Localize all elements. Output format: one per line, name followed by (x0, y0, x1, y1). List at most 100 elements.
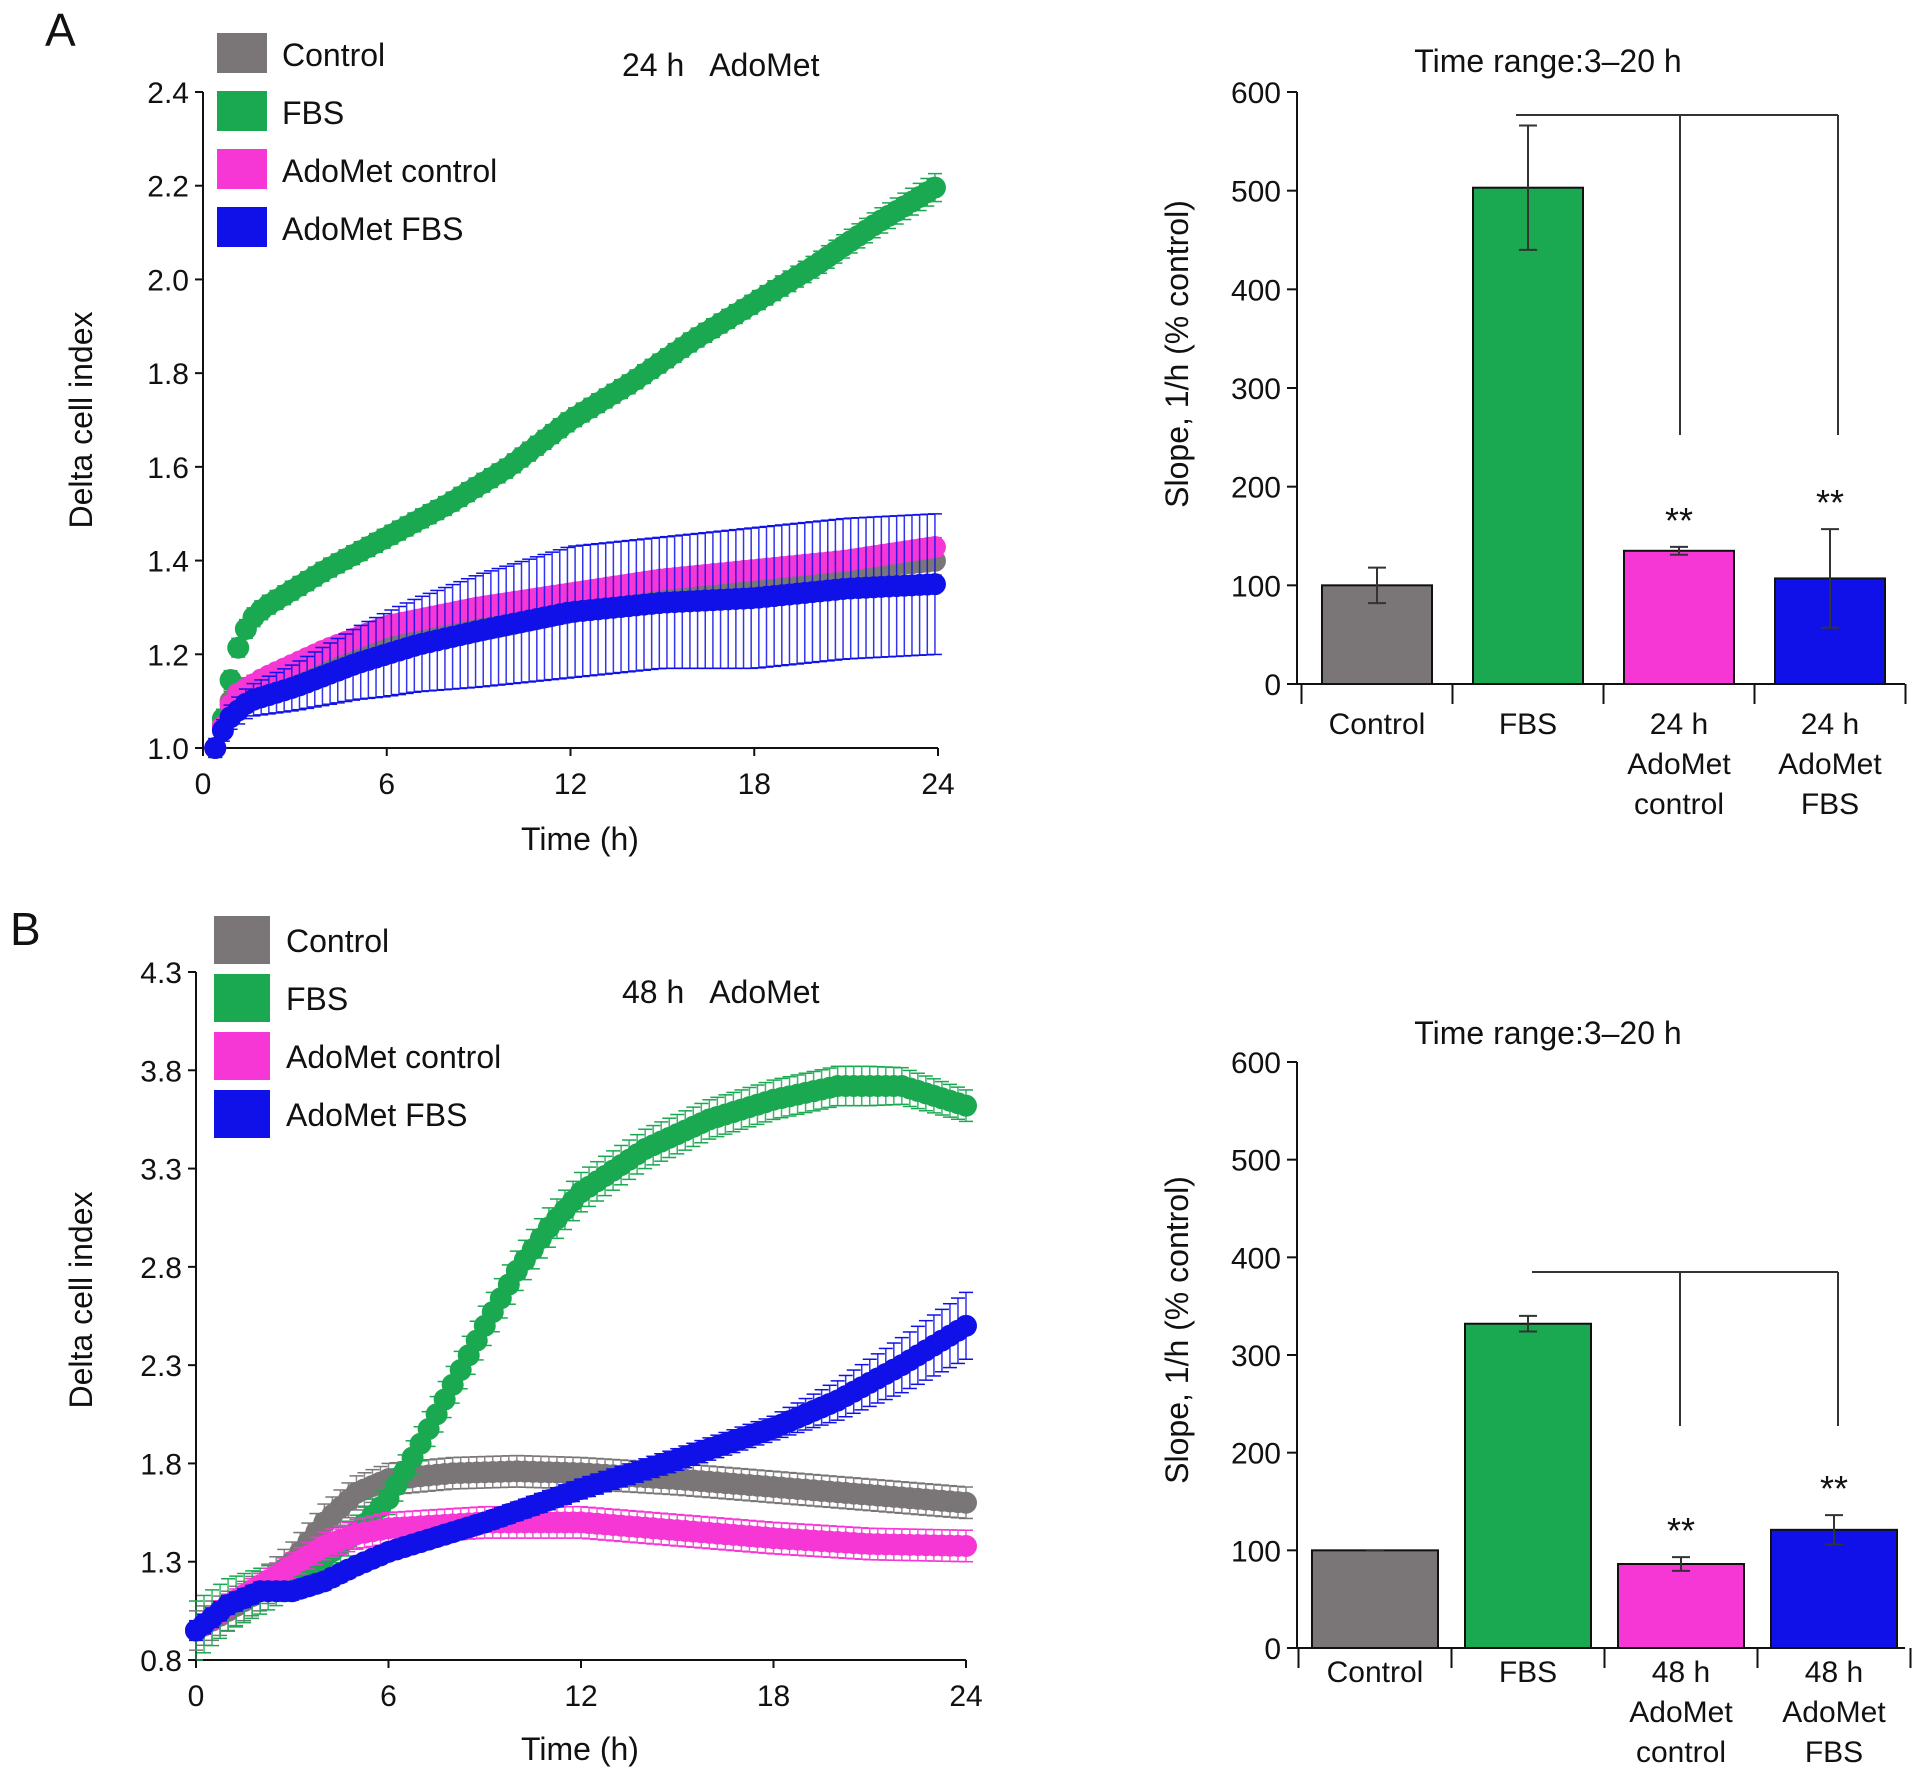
bar-category-label-line: 48 h (1805, 1656, 1863, 1689)
line-chart-b-x-title: Time (h) (521, 1731, 639, 1767)
line-chart-a-ticks: 0 6 12 18 24 1.0 1.2 1.4 1.6 1.8 2.0 2.2 2.4 (147, 77, 954, 801)
y-tick-label: 2.3 (140, 1350, 182, 1383)
line-chart-a: 0 6 12 18 24 1.0 1.2 1.4 1.6 1.8 2.0 2.2 2.4 Time (h… (63, 77, 955, 857)
legend-a-item-fbs: FBS (217, 91, 344, 131)
bar-chart-b-ticks: Control FBS 48 h AdoMet control 48 h AdoMet FBS… (1231, 1047, 1912, 1769)
y-tick-label: 300 (1231, 373, 1281, 406)
line-chart-b-y-title: Delta cell index (63, 1192, 99, 1409)
bar-category-label: FBS (1499, 708, 1557, 741)
y-tick-label: 500 (1231, 1145, 1281, 1178)
legend-a-swatch-adomet-control (217, 149, 267, 189)
data-point (204, 737, 227, 759)
legend-a-label-control: Control (282, 37, 385, 73)
legend-b-item-fbs: FBS (214, 974, 348, 1022)
panel-letter-b: B (10, 903, 41, 955)
y-tick-label: 1.3 (140, 1547, 182, 1580)
legend-b-label-fbs: FBS (286, 981, 348, 1017)
series-fbs (204, 172, 946, 759)
y-tick-label: 0.8 (140, 1645, 182, 1678)
legend-b: Control FBS AdoMet control AdoMet FBS (214, 916, 501, 1138)
bar-category-label-line: 24 h (1801, 708, 1859, 741)
bar-category-label: 48 h AdoMet FBS (1782, 1656, 1886, 1769)
line-chart-a-x-title: Time (h) (521, 821, 639, 857)
bar-chart-a-significance-bracket (1516, 114, 1839, 435)
y-tick-label: 2.8 (140, 1252, 182, 1285)
y-tick-label: 1.8 (140, 1448, 182, 1481)
bar-chart-b-y-title: Slope, 1/h (% control) (1159, 1176, 1195, 1484)
bar-b-48-h-adomet-fbs (1770, 1528, 1898, 1650)
y-tick-label: 200 (1231, 472, 1281, 505)
legend-b-swatch-control (214, 916, 270, 964)
bar-category-label: 48 h AdoMet control (1629, 1656, 1733, 1769)
bar-chart-a-y-title: Slope, 1/h (% control) (1159, 200, 1195, 508)
series-fbs-markers (204, 176, 946, 759)
data-point (955, 1094, 977, 1117)
legend-a-item-adomet-control: AdoMet control (217, 149, 497, 189)
series-adomet-fbs-markers (185, 1314, 977, 1642)
bar-category-label-line: FBS (1801, 788, 1859, 821)
y-tick-label: 3.8 (140, 1055, 182, 1088)
x-tick-label: 6 (378, 768, 395, 801)
legend-a-item-adomet-fbs: AdoMet FBS (217, 207, 463, 247)
bar-a-fbs (1472, 186, 1584, 685)
legend-a-swatch-adomet-fbs (217, 207, 267, 247)
legend-b-swatch-adomet-fbs (214, 1090, 270, 1138)
y-tick-label: 400 (1231, 1242, 1281, 1275)
x-tick-label: 18 (757, 1680, 790, 1713)
data-point (923, 573, 946, 596)
panel-a-annotation: 24 h AdoMet (622, 47, 820, 83)
bar-chart-b: Time range:3–20 h ** ** Control FBS 48 h Ado… (1159, 1015, 1912, 1769)
x-tick-label: 6 (380, 1680, 397, 1713)
y-tick-label: 1.8 (147, 358, 189, 391)
legend-a-swatch-control (217, 33, 267, 73)
y-tick-label: 100 (1231, 1535, 1281, 1568)
y-tick-label: 1.2 (147, 639, 189, 672)
legend-a: Control FBS AdoMet control AdoMet FBS (217, 33, 497, 247)
x-tick-label: 12 (554, 768, 587, 801)
y-tick-label: 2.0 (147, 264, 189, 297)
line-chart-a-y-title: Delta cell index (63, 312, 99, 529)
series-adomet-fbs (185, 1291, 977, 1642)
y-tick-label: 0 (1264, 669, 1281, 702)
y-tick-label: 3.3 (140, 1154, 182, 1187)
bar-category-label-line: 48 h (1652, 1656, 1710, 1689)
y-tick-label: 100 (1231, 570, 1281, 603)
y-tick-label: 1.0 (147, 733, 189, 766)
legend-a-label-adomet-fbs: AdoMet FBS (282, 211, 463, 247)
bar-category-label-line: Control (1329, 708, 1426, 741)
panel-a: A 24 h AdoMet 0 6 12 18 24 1.0 1.2 1.4 1.6 1.8 2.0… (45, 4, 1907, 857)
data-point (955, 1314, 977, 1337)
bar-category-label: 24 h AdoMet control (1627, 708, 1731, 821)
y-tick-label: 2.2 (147, 171, 189, 204)
legend-b-swatch-adomet-control (214, 1032, 270, 1080)
line-chart-b-series (185, 1065, 977, 1661)
x-tick-label: 0 (188, 1680, 205, 1713)
significance-marker: ** (1665, 500, 1693, 541)
bar-chart-a-title: Time range:3–20 h (1414, 43, 1681, 79)
bar-category-label-line: Control (1327, 1656, 1424, 1689)
x-tick-label: 24 (921, 768, 954, 801)
x-tick-label: 12 (564, 1680, 597, 1713)
data-point (227, 636, 250, 659)
significance-marker: ** (1820, 1468, 1848, 1509)
bar-chart-b-significance-bracket (1532, 1271, 1839, 1426)
legend-a-label-fbs: FBS (282, 95, 344, 131)
panel-b-annotation: 48 h AdoMet (622, 974, 820, 1010)
y-tick-label: 0 (1264, 1633, 1281, 1666)
bar-category-label: FBS (1499, 1656, 1557, 1689)
y-tick-label: 300 (1231, 1340, 1281, 1373)
bar-category-label: 24 h AdoMet FBS (1778, 708, 1882, 821)
y-tick-label: 500 (1231, 176, 1281, 209)
line-chart-b-ticks: 0 6 12 18 24 0.8 1.3 1.8 2.3 2.8 3.3 3.8 4.3 (140, 957, 982, 1713)
bar-b-fbs (1464, 1322, 1592, 1650)
significance-marker: ** (1816, 482, 1844, 523)
legend-b-label-adomet-fbs: AdoMet FBS (286, 1097, 467, 1133)
series-adomet-control (185, 1505, 977, 1642)
x-tick-label: 18 (738, 768, 771, 801)
bar-chart-b-title: Time range:3–20 h (1414, 1015, 1681, 1051)
series-adomet-fbs (204, 513, 946, 759)
y-tick-label: 400 (1231, 274, 1281, 307)
bar-chart-a-bars: ** ** (1321, 124, 1886, 686)
bar-category-label-line: AdoMet (1778, 748, 1882, 781)
y-tick-label: 2.4 (147, 77, 189, 110)
